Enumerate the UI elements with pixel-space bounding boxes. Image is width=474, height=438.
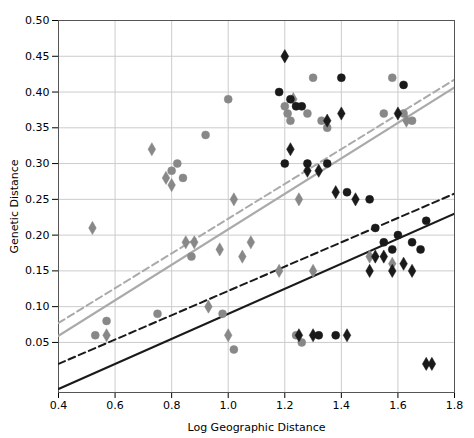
- svg-text:0.40: 0.40: [25, 86, 50, 99]
- svg-text:0.4: 0.4: [50, 399, 68, 412]
- svg-text:0.10: 0.10: [25, 300, 50, 313]
- svg-text:0.45: 0.45: [25, 50, 50, 63]
- svg-text:0.6: 0.6: [106, 399, 124, 412]
- svg-text:1.8: 1.8: [446, 399, 464, 412]
- svg-text:0.05: 0.05: [25, 336, 50, 349]
- svg-text:1.6: 1.6: [389, 399, 407, 412]
- svg-text:0.20: 0.20: [25, 229, 50, 242]
- svg-text:Genetic Distance: Genetic Distance: [8, 159, 21, 253]
- svg-text:1.4: 1.4: [333, 399, 351, 412]
- svg-text:Log Geographic Distance: Log Geographic Distance: [187, 421, 325, 434]
- svg-text:0.15: 0.15: [25, 264, 50, 277]
- svg-text:0.50: 0.50: [25, 14, 50, 27]
- svg-text:0.35: 0.35: [25, 121, 50, 134]
- svg-text:0.25: 0.25: [25, 193, 50, 206]
- svg-text:1.2: 1.2: [276, 399, 294, 412]
- svg-text:0.8: 0.8: [163, 399, 181, 412]
- svg-text:1.0: 1.0: [219, 399, 237, 412]
- svg-text:0.30: 0.30: [25, 157, 50, 170]
